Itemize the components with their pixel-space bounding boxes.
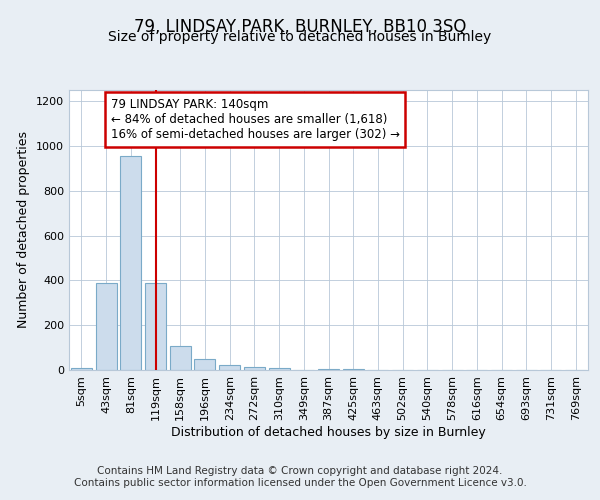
Bar — [170, 346, 191, 370]
Text: 79, LINDSAY PARK, BURNLEY, BB10 3SQ: 79, LINDSAY PARK, BURNLEY, BB10 3SQ — [134, 18, 466, 36]
X-axis label: Distribution of detached houses by size in Burnley: Distribution of detached houses by size … — [171, 426, 486, 438]
Bar — [145, 282, 166, 370]
Bar — [269, 368, 290, 370]
Bar — [194, 359, 215, 370]
Text: 79 LINDSAY PARK: 140sqm
← 84% of detached houses are smaller (1,618)
16% of semi: 79 LINDSAY PARK: 140sqm ← 84% of detache… — [110, 98, 400, 142]
Text: Size of property relative to detached houses in Burnley: Size of property relative to detached ho… — [109, 30, 491, 44]
Bar — [318, 369, 339, 370]
Bar — [120, 156, 141, 370]
Y-axis label: Number of detached properties: Number of detached properties — [17, 132, 31, 328]
Bar — [244, 367, 265, 370]
Bar — [71, 368, 92, 370]
Text: Contains HM Land Registry data © Crown copyright and database right 2024.
Contai: Contains HM Land Registry data © Crown c… — [74, 466, 526, 487]
Bar — [95, 282, 116, 370]
Bar — [343, 369, 364, 370]
Bar — [219, 365, 240, 370]
